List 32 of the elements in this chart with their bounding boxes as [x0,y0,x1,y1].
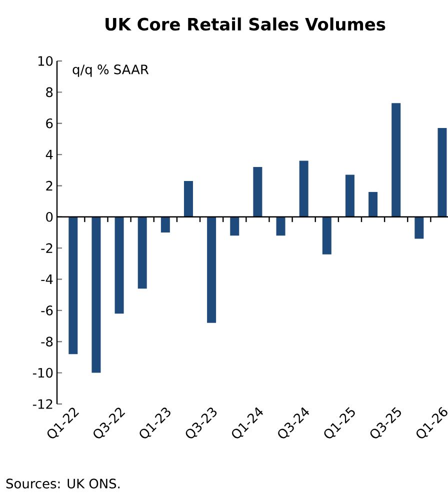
bar [92,216,101,373]
bar [438,128,447,217]
y-tick-label: -6 [41,306,53,316]
bar [322,216,332,254]
y-axis-title: q/q % SAAR [72,64,149,77]
y-tick-label: 0 [46,212,53,222]
bar [184,181,193,217]
bar [368,192,378,217]
bar [230,216,240,236]
y-tick-label: -4 [41,274,53,284]
bar [414,216,424,239]
y-tick-label: -8 [41,336,53,347]
y-tick-label: 6 [46,118,53,128]
chart-title: UK Core Retail Sales Volumes [106,18,386,31]
y-tick-label: -12 [32,399,52,409]
bar [345,174,354,217]
bar [207,216,216,323]
bar [276,216,286,236]
source-note: Sources: UK ONS. [6,478,120,488]
y-tick-label: -2 [41,243,52,253]
y-tick-label: 4 [46,150,53,160]
bar [68,216,78,354]
bar [138,216,147,289]
y-tick-label: 10 [38,56,53,66]
bar [299,160,308,217]
y-tick-label: 8 [46,87,53,98]
y-tick-label: -10 [32,368,53,378]
bar [253,167,262,217]
bar [392,103,401,217]
bar [160,216,170,232]
bar [114,216,124,314]
y-tick-label: 2 [46,180,52,191]
